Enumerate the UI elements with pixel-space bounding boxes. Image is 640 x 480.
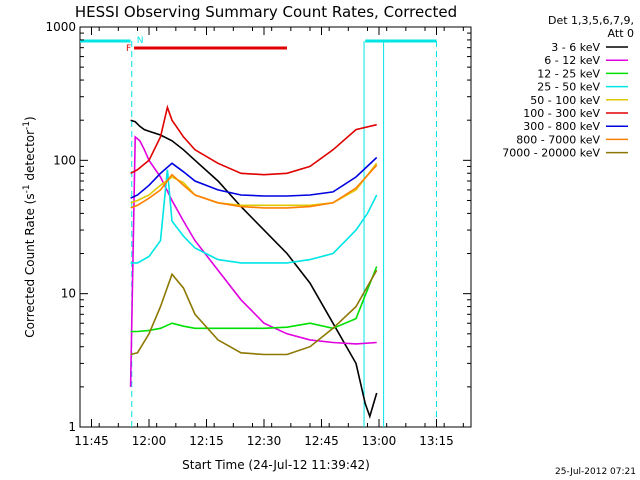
legend-label-7: 800 - 7000 keV <box>516 133 600 146</box>
x-tick-label-1: 12:00 <box>132 434 167 448</box>
generation-timestamp: 25-Jul-2012 07:21 <box>555 467 636 477</box>
legend-label-1: 6 - 12 keV <box>544 54 600 67</box>
x-axis-label: Start Time (24-Jul-12 11:39:42) <box>182 458 370 472</box>
flare-letter: F <box>126 44 131 54</box>
y-axis-label-tail-sup: -1 <box>22 121 32 130</box>
legend-label-4: 50 - 100 keV <box>530 94 600 107</box>
chart-title: HESSI Observing Summary Count Rates, Cor… <box>75 3 457 21</box>
series-line-7 <box>130 164 378 209</box>
x-tick-label-0: 11:45 <box>74 434 109 448</box>
legend-label-3: 25 - 50 keV <box>537 81 600 94</box>
x-tick-label-5: 13:00 <box>362 434 397 448</box>
legend-label-8: 7000 - 20000 keV <box>502 147 600 160</box>
x-tick-label-3: 12:30 <box>247 434 282 448</box>
y-axis-label-close: ) <box>23 116 37 121</box>
series-line-8 <box>130 269 378 356</box>
y-axis-ticks: 1 10 100 1000 <box>45 20 471 434</box>
x-tick-label-6: 13:15 <box>419 434 454 448</box>
y-tick-label-3: 1000 <box>45 20 76 34</box>
legend-label-6: 300 - 800 keV <box>523 120 600 133</box>
legend-label-5: 100 - 300 keV <box>523 107 600 120</box>
plot-frame <box>79 26 472 428</box>
y-axis-label-main: Corrected Count Rate (s <box>23 193 37 337</box>
series-line-5 <box>130 104 377 176</box>
y-tick-label-1: 10 <box>61 287 76 301</box>
y-axis-label-sup: -1 <box>22 184 32 193</box>
night-letter: N <box>137 36 144 46</box>
series-layer <box>129 104 378 419</box>
y-tick-label-0: 1 <box>68 420 76 434</box>
legend-label-0: 3 - 6 keV <box>551 41 600 54</box>
detectors-label: Det 1,3,5,6,7,9, <box>548 14 634 27</box>
legend-label-2: 12 - 25 keV <box>537 67 600 80</box>
series-line-2 <box>130 266 378 333</box>
series-line-0 <box>130 119 378 419</box>
y-axis-label-tail: detector <box>23 130 37 185</box>
y-tick-label-2: 100 <box>53 153 76 167</box>
series-line-6 <box>130 156 378 199</box>
x-tick-label-2: 12:15 <box>189 434 224 448</box>
x-tick-label-4: 12:45 <box>304 434 339 448</box>
series-line-3 <box>130 169 378 264</box>
attenuator-label: Att 0 <box>608 27 634 40</box>
x-axis-ticks: 11:45 12:00 12:15 12:30 12:45 13:00 13:15 <box>74 27 464 448</box>
y-axis-label: Corrected Count Rate (s-1 detector-1) <box>22 116 37 337</box>
